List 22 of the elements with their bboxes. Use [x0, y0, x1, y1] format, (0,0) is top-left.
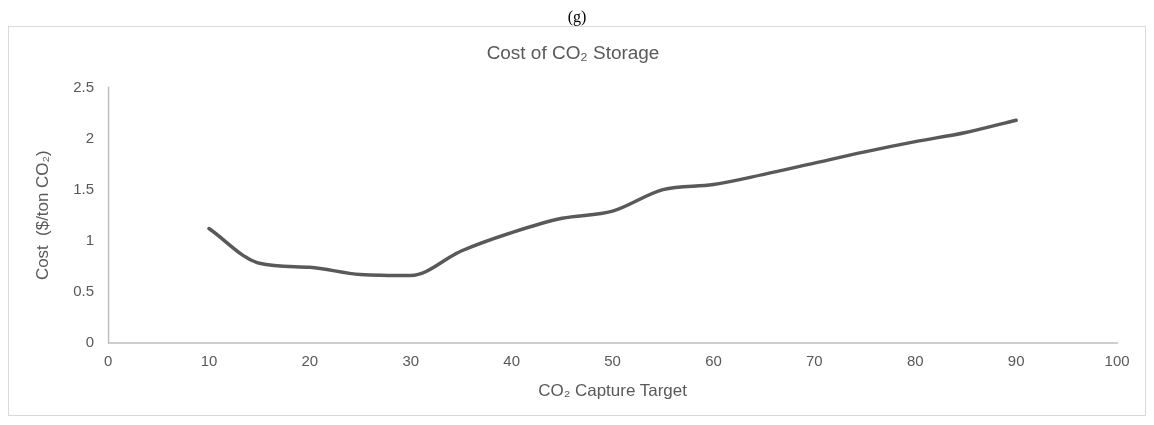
x-tick-label: 50	[604, 352, 621, 369]
y-tick-label: 2	[85, 128, 95, 146]
line-series	[207, 118, 1018, 278]
x-tick-label: 10	[200, 352, 218, 369]
x-tick-label: 70	[806, 352, 823, 369]
text: (g)	[566, 8, 588, 26]
x-tick-label: 90	[1007, 352, 1025, 369]
x-tick-label: 60	[705, 352, 722, 369]
y-tick-label: 1	[85, 230, 95, 248]
y-tick-label: 2.5	[73, 77, 95, 95]
x-tick-label: 0	[103, 352, 113, 369]
chart-title: Cost of CO₂ Storage	[486, 42, 660, 64]
x-tick-label: 30	[402, 352, 420, 369]
x-tick-label: 40	[503, 352, 520, 369]
x-tick-label: 80	[906, 352, 924, 369]
x-tick-label: 20	[301, 352, 319, 369]
x-tick-label: 100	[1104, 352, 1130, 369]
y-axis-title: Cost ($/ton CO₂)	[32, 150, 52, 281]
y-tick-label: 0	[85, 333, 95, 351]
y-tick-label: 0.5	[73, 282, 95, 299]
x-axis-title: CO₂ Capture Target	[538, 380, 688, 400]
y-tick-label: 1.5	[73, 179, 95, 197]
